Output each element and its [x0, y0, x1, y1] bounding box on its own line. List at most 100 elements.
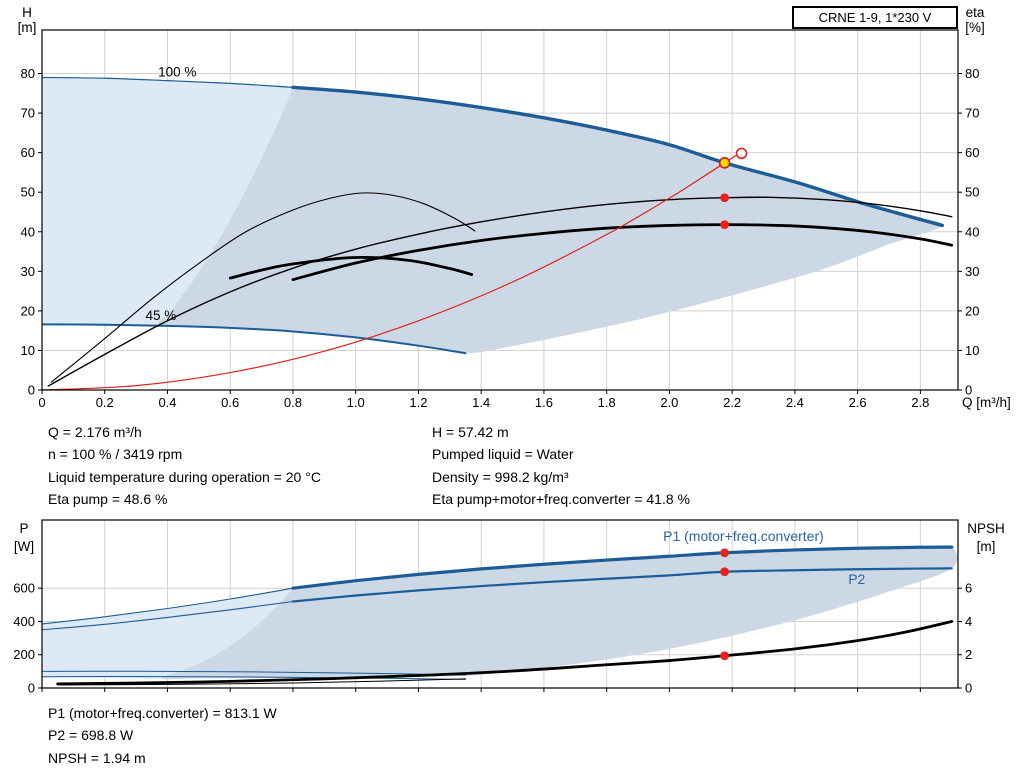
requested-duty-point [735, 147, 748, 160]
svg-text:10: 10 [21, 343, 35, 358]
power-npsh-chart: 0 200 400 600 0 2 4 6 P [W] NPSH [m] P1 (motor+freq.… [13, 519, 1005, 696]
eta-pump-curve [47, 196, 953, 387]
svg-text:0.2: 0.2 [96, 395, 114, 410]
pump-title-box: CRNE 1-9, 1*230 V [792, 6, 958, 29]
svg-text:0: 0 [28, 383, 35, 398]
svg-text:50: 50 [965, 185, 979, 200]
axis-titles: H[m] eta[%] Q [m³/h] [18, 5, 1011, 410]
svg-text:600: 600 [13, 581, 35, 596]
actual-duty-point [718, 157, 731, 169]
svg-text:50: 50 [21, 185, 35, 200]
envelope-control [160, 545, 958, 680]
power-results: P1 (motor+freq.converter) = 813.1 W P2 =… [48, 702, 277, 769]
svg-text:2.4: 2.4 [786, 395, 804, 410]
hq-eta-chart: 0 0.2 0.4 0.6 0.8 1.0 1.2 1.4 1.6 1.8 2.0 2.2 2.4 2.6… [18, 5, 1011, 410]
result-q: Q = 2.176 m³/h [48, 424, 142, 440]
result-eta-total: Eta pump+motor+freq.converter = 41.8 % [432, 491, 690, 508]
svg-text:200: 200 [13, 647, 35, 662]
svg-text:1.0: 1.0 [347, 395, 365, 410]
svg-text:P: P [19, 521, 28, 536]
svg-text:60: 60 [21, 145, 35, 160]
result-density: Density = 998.2 kg/m³ [432, 468, 569, 485]
svg-text:1.2: 1.2 [409, 395, 427, 410]
svg-text:0: 0 [28, 681, 35, 696]
svg-text:2.0: 2.0 [660, 395, 678, 410]
p1-extension-curve [42, 587, 294, 625]
svg-text:0: 0 [965, 681, 972, 696]
result-p1: P1 (motor+freq.converter) = 813.1 W [48, 705, 277, 721]
p2-extension-curve [42, 600, 294, 631]
tick-labels: 0 0.2 0.4 0.6 0.8 1.0 1.2 1.4 1.6 1.8 2.0 2.2 2.4 2.6… [21, 66, 980, 410]
h-100-extension-curve [42, 76, 294, 88]
svg-text:80: 80 [21, 66, 35, 81]
svg-text:70: 70 [21, 106, 35, 121]
svg-text:[m]: [m] [18, 20, 37, 35]
tick-marks [38, 587, 962, 692]
p2-point [720, 567, 730, 577]
svg-text:6: 6 [965, 581, 972, 596]
eta-pump-point [720, 193, 730, 203]
result-p2: P2 = 698.8 W [48, 727, 134, 744]
svg-text:70: 70 [965, 106, 979, 121]
p1-curve [291, 545, 954, 590]
svg-text:20: 20 [965, 303, 979, 318]
eta-total-curve [291, 223, 954, 282]
label-p2: P2 [848, 571, 865, 587]
svg-text:10: 10 [965, 343, 979, 358]
duty-results-right: H = 57.42 m Pumped liquid = Water Densit… [432, 421, 690, 511]
svg-text:2: 2 [965, 647, 972, 662]
svg-text:20: 20 [21, 303, 35, 318]
svg-text:eta: eta [966, 5, 985, 20]
svg-text:[%]: [%] [965, 20, 985, 35]
npsh-curve [56, 620, 954, 686]
eta-pump-partload-curve [50, 192, 476, 383]
svg-text:40: 40 [965, 224, 979, 239]
p1-min-speed-curve [42, 670, 466, 676]
result-speed: n = 100 % / 3419 rpm [48, 446, 183, 463]
result-h: H = 57.42 m [432, 424, 509, 440]
svg-text:Q [m³/h]: Q [m³/h] [962, 395, 1011, 410]
svg-text:40: 40 [21, 224, 35, 239]
plot-frame [41, 519, 959, 689]
svg-text:0.6: 0.6 [221, 395, 239, 410]
tick-labels: 0 200 400 600 0 2 4 6 [13, 581, 972, 696]
svg-text:1.8: 1.8 [598, 395, 616, 410]
svg-text:80: 80 [965, 66, 979, 81]
svg-text:400: 400 [13, 614, 35, 629]
result-pumped-liquid: Pumped liquid = Water [432, 446, 574, 463]
npsh-point [720, 651, 730, 661]
tick-marks [38, 73, 962, 394]
label-100pct: 100 % [158, 65, 196, 80]
npsh-partload-curve [57, 678, 466, 686]
svg-text:30: 30 [21, 264, 35, 279]
eta-total-point [720, 220, 730, 230]
envelope-control [157, 87, 943, 354]
envelope-light [42, 588, 297, 680]
svg-text:2.8: 2.8 [911, 395, 929, 410]
svg-text:0: 0 [965, 383, 972, 398]
svg-text:0: 0 [38, 395, 45, 410]
svg-text:H: H [22, 5, 32, 20]
svg-text:30: 30 [965, 264, 979, 279]
plot-frame [41, 29, 959, 391]
svg-text:[W]: [W] [14, 539, 34, 554]
label-45pct: 45 % [146, 308, 177, 323]
p2-min-speed-curve [42, 676, 466, 680]
h-45-curve [42, 323, 467, 355]
svg-text:2.2: 2.2 [723, 395, 741, 410]
p2-curve [291, 567, 953, 603]
result-liquid-temp: Liquid temperature during operation = 20… [48, 468, 321, 485]
svg-text:0.8: 0.8 [284, 395, 302, 410]
svg-text:0.4: 0.4 [158, 395, 176, 410]
p1-point [720, 548, 730, 558]
svg-text:4: 4 [965, 614, 972, 629]
eta-total-partload-curve [228, 255, 474, 280]
duty-results-left: Q = 2.176 m³/h n = 100 % / 3419 rpm Liqu… [48, 421, 321, 511]
svg-text:NPSH: NPSH [967, 521, 1005, 536]
svg-text:1.4: 1.4 [472, 395, 490, 410]
svg-text:2.6: 2.6 [849, 395, 867, 410]
envelope-light [42, 77, 297, 327]
svg-text:60: 60 [965, 145, 979, 160]
svg-text:1.6: 1.6 [535, 395, 553, 410]
